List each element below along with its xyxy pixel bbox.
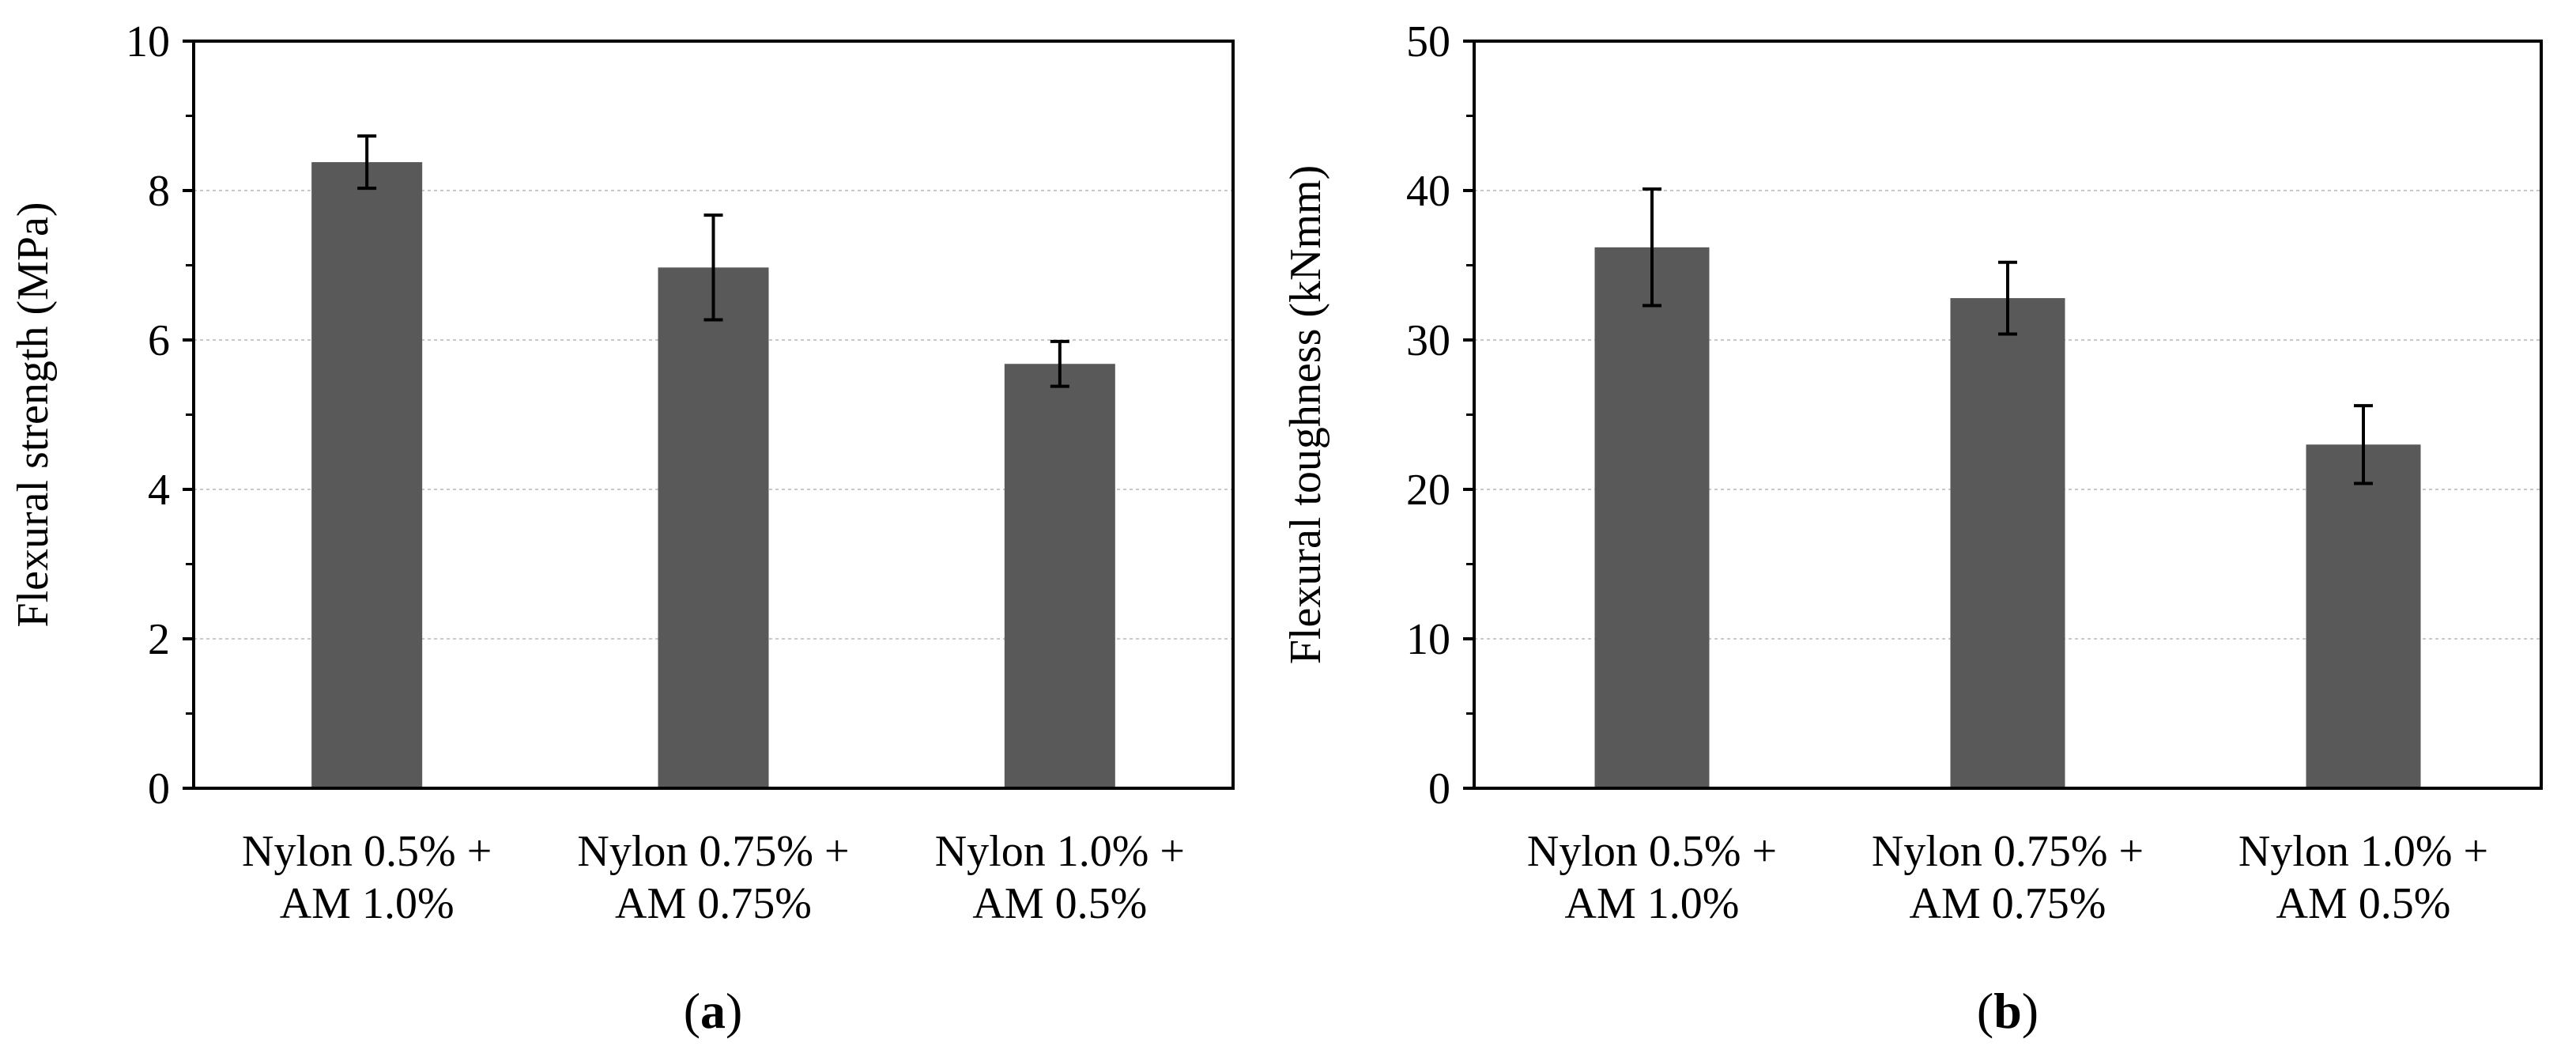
x-tick-label: AM 1.0% — [280, 879, 454, 928]
panel-label-open: ( — [1977, 983, 1993, 1039]
y-tick-label: 50 — [1406, 17, 1450, 66]
bar — [311, 162, 423, 789]
x-tick-label: Nylon 1.0% + — [2238, 827, 2488, 876]
y-tick-label: 6 — [148, 316, 170, 365]
x-tick-label: Nylon 0.75% + — [1872, 827, 2144, 876]
panel-label-close: ) — [2022, 983, 2039, 1039]
y-tick-label: 0 — [1428, 765, 1450, 814]
y-tick-label: 0 — [148, 765, 170, 814]
x-tick-label: AM 0.5% — [972, 879, 1147, 928]
y-tick-label: 10 — [1406, 615, 1450, 664]
bar — [658, 267, 769, 789]
x-tick-label: Nylon 0.5% + — [1527, 827, 1777, 876]
panel-label-close: ) — [726, 983, 742, 1039]
bar — [2306, 444, 2421, 788]
y-tick-label: 20 — [1406, 466, 1450, 515]
panel-label-letter: b — [1993, 983, 2022, 1039]
y-tick-label: 30 — [1406, 316, 1450, 365]
y-tick-label: 10 — [126, 17, 170, 66]
chart-panel-b: Nylon 0.5% +AM 1.0% Nylon 0.75% +AM 0.75%… — [1281, 17, 2543, 1039]
x-tick-label: Nylon 1.0% + — [935, 827, 1185, 876]
chart-panel-a: Nylon 0.5% +AM 1.0% Nylon 0.75% +AM 0.75%… — [9, 17, 1235, 1039]
x-tick-label: AM 1.0% — [1565, 879, 1740, 928]
panel-label: (a) — [684, 983, 743, 1039]
y-tick-label: 4 — [148, 466, 170, 515]
y-tick-label: 40 — [1406, 167, 1450, 216]
x-tick-label: Nylon 0.75% + — [577, 827, 849, 876]
x-tick-label: AM 0.5% — [2276, 879, 2451, 928]
y-tick-label: 8 — [148, 167, 170, 216]
bar — [1594, 247, 1710, 788]
y-axis-title: Flexural toughness (kNmm) — [1281, 165, 1330, 664]
panel-label: (b) — [1977, 983, 2039, 1039]
x-tick-label: AM 0.75% — [615, 879, 812, 928]
x-tick-label: Nylon 0.5% + — [242, 827, 492, 876]
bar — [1004, 364, 1115, 788]
y-axis-title: Flexural strength (MPa) — [9, 202, 58, 627]
panel-label-open: ( — [684, 983, 700, 1039]
y-tick-label: 2 — [148, 615, 170, 664]
bar — [1950, 298, 2065, 789]
x-tick-label: AM 0.75% — [1910, 879, 2106, 928]
panel-label-letter: a — [700, 983, 726, 1039]
